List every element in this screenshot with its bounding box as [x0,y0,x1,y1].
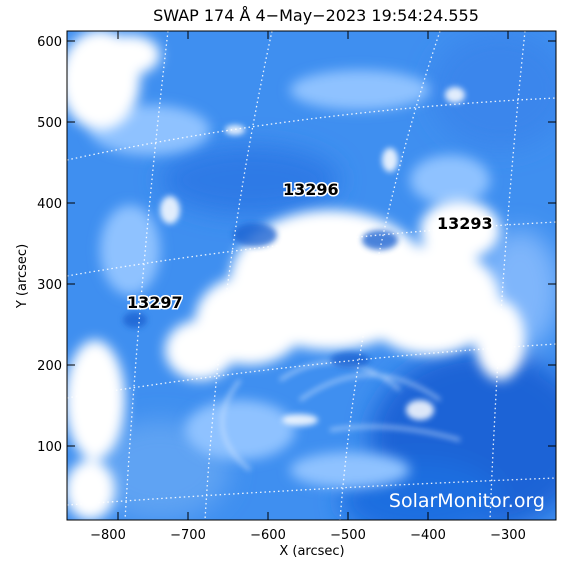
x-tick-label: −400 [410,528,446,543]
heliographic-grid [67,31,556,520]
x-axis [117,31,509,520]
x-tick-label: −500 [330,528,366,543]
x-tick-label: −600 [250,528,286,543]
y-tick-label: 200 [37,359,62,374]
active-region-label-13293: 13293 [437,214,493,233]
y-tick-label: 300 [37,278,62,293]
y-axis-label: Y (arcsec) [15,244,30,309]
y-tick-label: 400 [37,197,62,212]
x-tick-label: −800 [90,528,126,543]
x-axis-label: X (arcsec) [279,544,344,559]
x-tick-label: −700 [170,528,206,543]
image-title: SWAP 174 Å 4−May−2023 19:54:24.555 [153,6,479,25]
plot-frame [66,30,557,521]
active-region-label-13297: 13297 [127,293,183,312]
solar-euv-image [67,31,556,520]
y-tick-label: 100 [37,440,62,455]
y-tick-label: 500 [37,116,62,131]
y-axis [67,40,556,447]
y-tick-label: 600 [37,35,62,50]
active-region-label-13296: 13296 [283,180,339,199]
watermark-text: SolarMonitor.org [389,490,545,512]
x-tick-label: −300 [490,528,526,543]
